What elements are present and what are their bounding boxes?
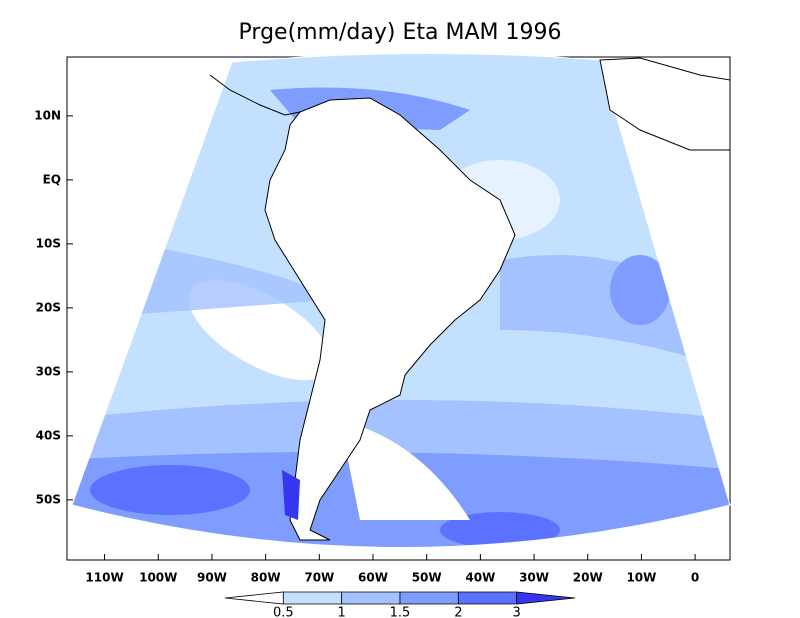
lat-tick-label: 10N [34,108,61,122]
lon-tick-label: 50W [412,571,442,585]
colorbar: 0.5 1 1.5 2 3 [224,591,576,618]
lat-tick-label: 10S [36,236,61,250]
map-title: Prge(mm/day) Eta MAM 1996 [239,20,562,45]
central-america [209,74,301,116]
colorbar-swatch [516,591,576,605]
lon-tick-label: 10W [626,571,656,585]
colorbar-swatch [224,591,284,605]
colorbar-swatch [282,591,343,605]
lon-tick-label: 20W [573,571,603,585]
lon-tick-label: 30W [519,571,549,585]
precip-field [72,53,730,548]
lon-tick-label: 70W [304,571,334,585]
lat-tick-label: 30S [36,364,61,378]
colorbar-label: 1 [338,606,346,618]
lon-tick-label: 100W [139,571,177,585]
lat-tick-label: 50S [36,492,61,506]
lat-tick-label: 40S [36,428,61,442]
lon-tick-label: 80W [251,571,281,585]
lon-tick-label: 90W [197,571,227,585]
africa [599,57,731,151]
lon-tick-label: 0 [691,571,699,585]
south-america [264,97,516,541]
colorbar-label: 1.5 [390,606,411,618]
domain-edge [71,52,731,548]
colorbar-swatch [457,591,518,605]
colorbar-label: 0.5 [273,606,294,618]
colorbar-label: 3 [513,606,521,618]
colorbar-swatch [399,591,459,605]
chile-band [282,470,300,520]
lon-tick-label: 60W [358,571,388,585]
lat-tick-label: 20S [36,300,61,314]
lat-tick-label: EQ [43,172,61,186]
colorbar-swatch [341,591,401,605]
colorbar-label: 2 [454,606,462,618]
lon-tick-label: 110W [85,571,123,585]
lon-tick-label: 40W [465,571,495,585]
